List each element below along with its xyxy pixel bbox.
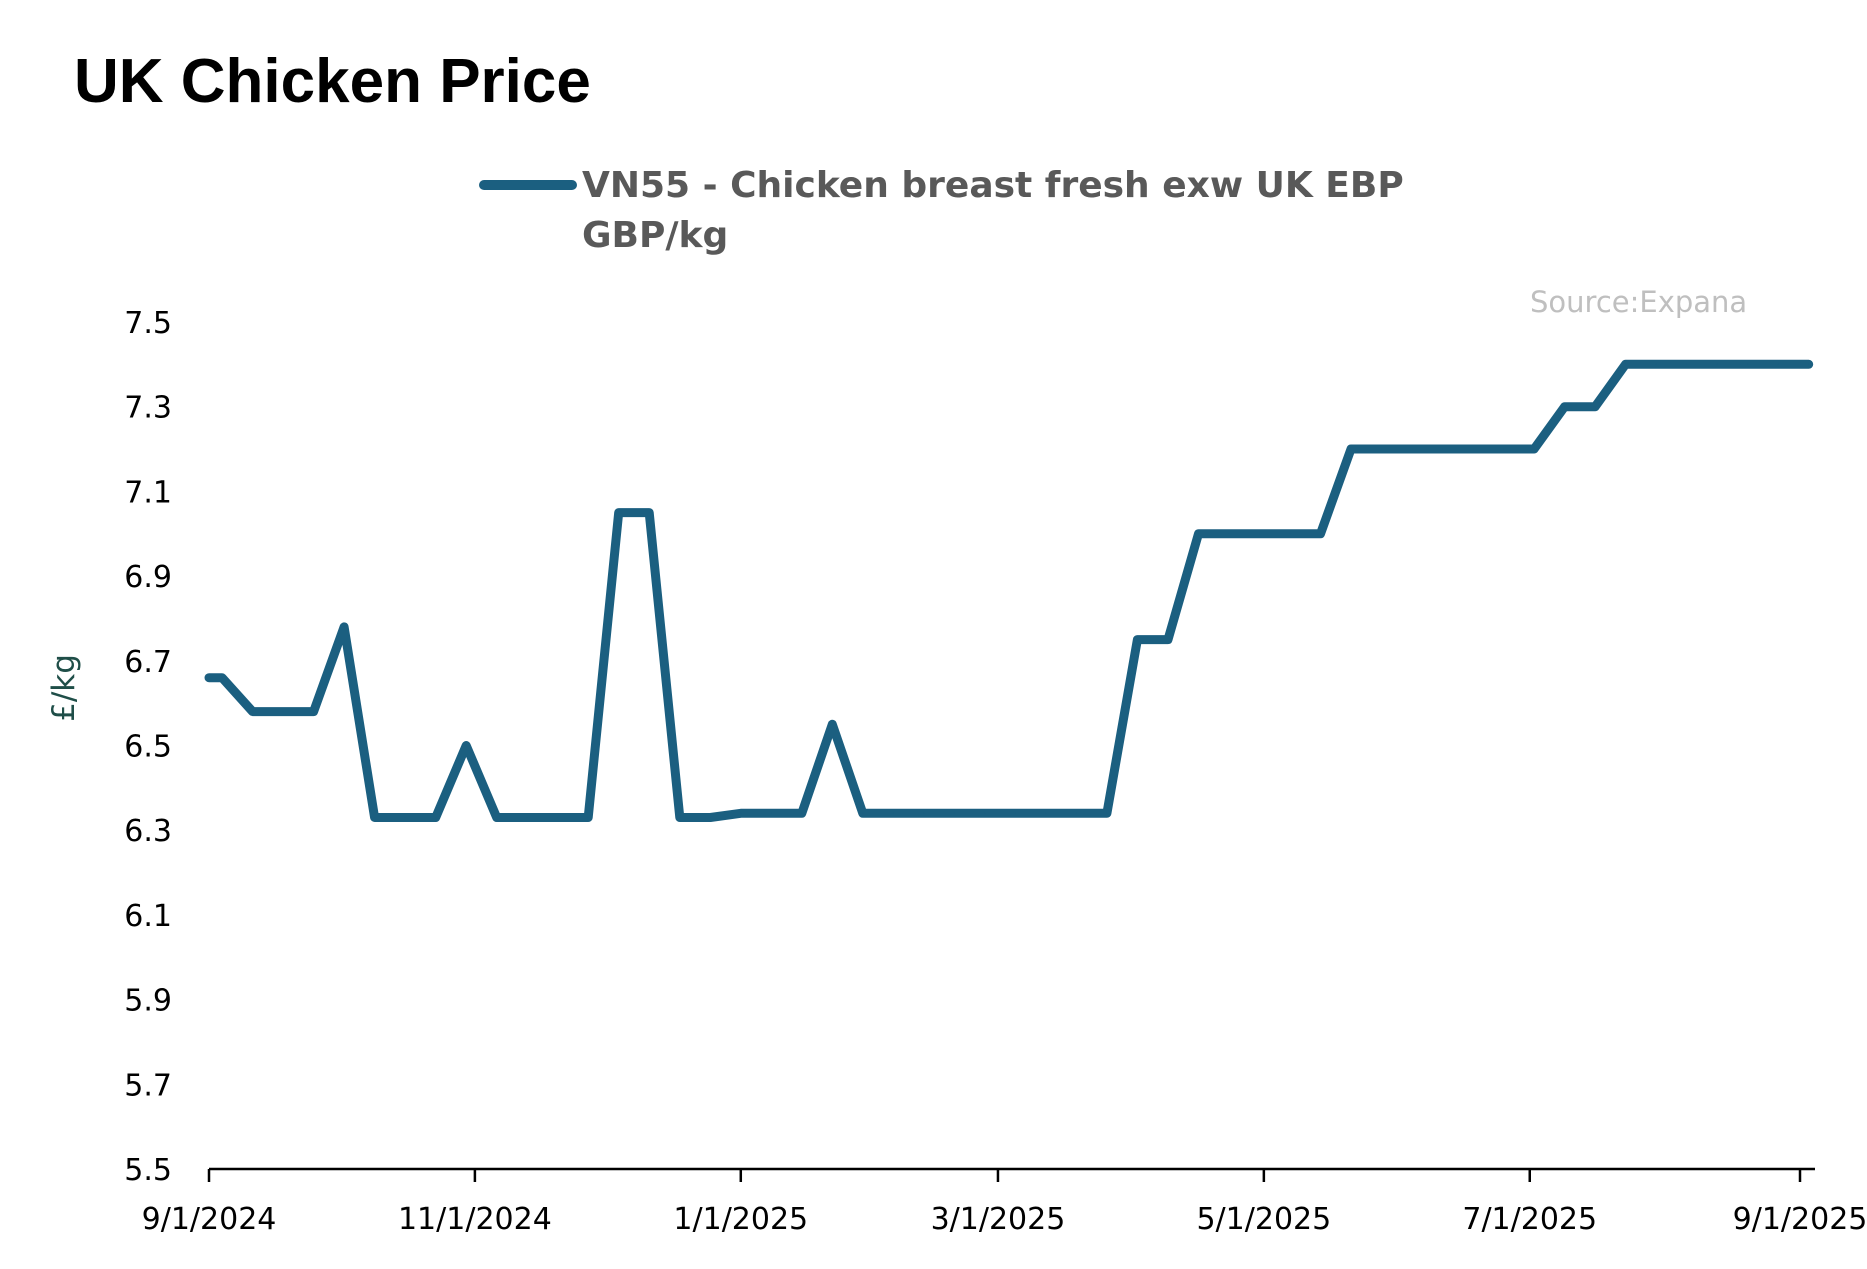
data-point [1228,533,1230,535]
data-point [1259,533,1260,535]
chart-title: UK Chicken Price [74,47,591,116]
data-point [557,817,559,818]
data-point [1655,363,1657,365]
x-tick-label: 1/1/2025 [673,1202,808,1237]
data-point [404,817,406,818]
data-point [801,812,803,814]
data-point [1411,448,1413,450]
legend-label-line-2: GBP/kg [582,215,728,256]
y-tick-label: 7.5 [124,306,172,341]
data-point [208,677,210,679]
x-tick-label: 7/1/2025 [1462,1202,1597,1237]
data-point [1014,812,1016,814]
series-layer [204,359,1814,822]
y-tick-label: 7.1 [124,475,172,510]
data-point [1075,812,1077,814]
data-point [374,817,376,818]
data-point [770,812,772,814]
data-point [1594,406,1596,408]
data-point [1503,448,1505,450]
x-tick-label: 9/1/2024 [142,1202,277,1237]
data-point [1625,363,1627,365]
data-point [1533,448,1535,450]
data-point [984,812,986,814]
x-tick-label: 3/1/2025 [931,1202,1066,1237]
y-axis: 5.5 5.7 5.9 6.1 6.3 6.5 6.7 6.9 7.1 7.3 7.5 [124,306,172,1188]
data-point [1442,448,1444,450]
data-point [1136,639,1138,641]
y-tick-label: 7.3 [124,391,172,426]
data-point [709,817,711,818]
data-point [1289,533,1291,535]
data-point [343,626,345,628]
data-point [679,817,681,818]
data-point [1198,533,1199,535]
data-point [648,512,650,514]
data-point [1472,448,1474,450]
y-tick-label: 6.7 [124,645,172,680]
data-point [1747,363,1749,365]
data-point [252,711,254,713]
y-tick-label: 5.7 [124,1068,172,1103]
data-point [953,812,955,814]
legend-label-line-1: VN55 - Chicken breast fresh exw UK EBP [582,165,1404,206]
data-point [435,817,437,818]
data-point [1045,812,1047,814]
data-point [496,817,498,818]
data-point [1167,639,1169,641]
x-tick-label: 5/1/2025 [1196,1202,1331,1237]
legend: VN55 - Chicken breast fresh exw UK EBP G… [479,165,1404,256]
y-axis-label: £/kg [46,654,82,722]
source-note: Source:Expana [1530,285,1747,319]
data-point [526,817,528,818]
data-point [1106,812,1108,814]
y-tick-label: 6.1 [124,899,172,934]
y-tick-label: 5.9 [124,984,172,1019]
data-point [1686,363,1688,365]
y-tick-label: 6.9 [124,560,172,595]
y-tick-label: 6.5 [124,730,172,765]
data-point [1320,533,1321,535]
data-point [618,512,620,514]
x-tick-label: 9/1/2025 [1733,1202,1867,1237]
data-point [1777,363,1779,365]
data-point [1564,406,1566,408]
x-axis: 9/1/2024 11/1/2024 1/1/2025 3/1/2025 5/1/202… [142,1167,1867,1237]
y-tick-label: 5.5 [124,1153,172,1188]
data-point [923,812,925,814]
data-point [892,812,894,814]
series-line [204,359,1814,822]
data-point [1350,448,1352,450]
data-point [862,812,864,814]
x-tick-label: 11/1/2024 [398,1202,552,1237]
data-point [465,745,467,746]
data-point [221,677,223,679]
data-point [740,812,742,814]
data-point [313,711,315,713]
data-point [1716,363,1718,365]
data-point [831,723,833,725]
data-point [1808,363,1810,365]
data-point [587,817,589,818]
y-tick-label: 6.3 [124,814,172,849]
data-point [282,711,284,713]
data-point [1381,448,1382,450]
